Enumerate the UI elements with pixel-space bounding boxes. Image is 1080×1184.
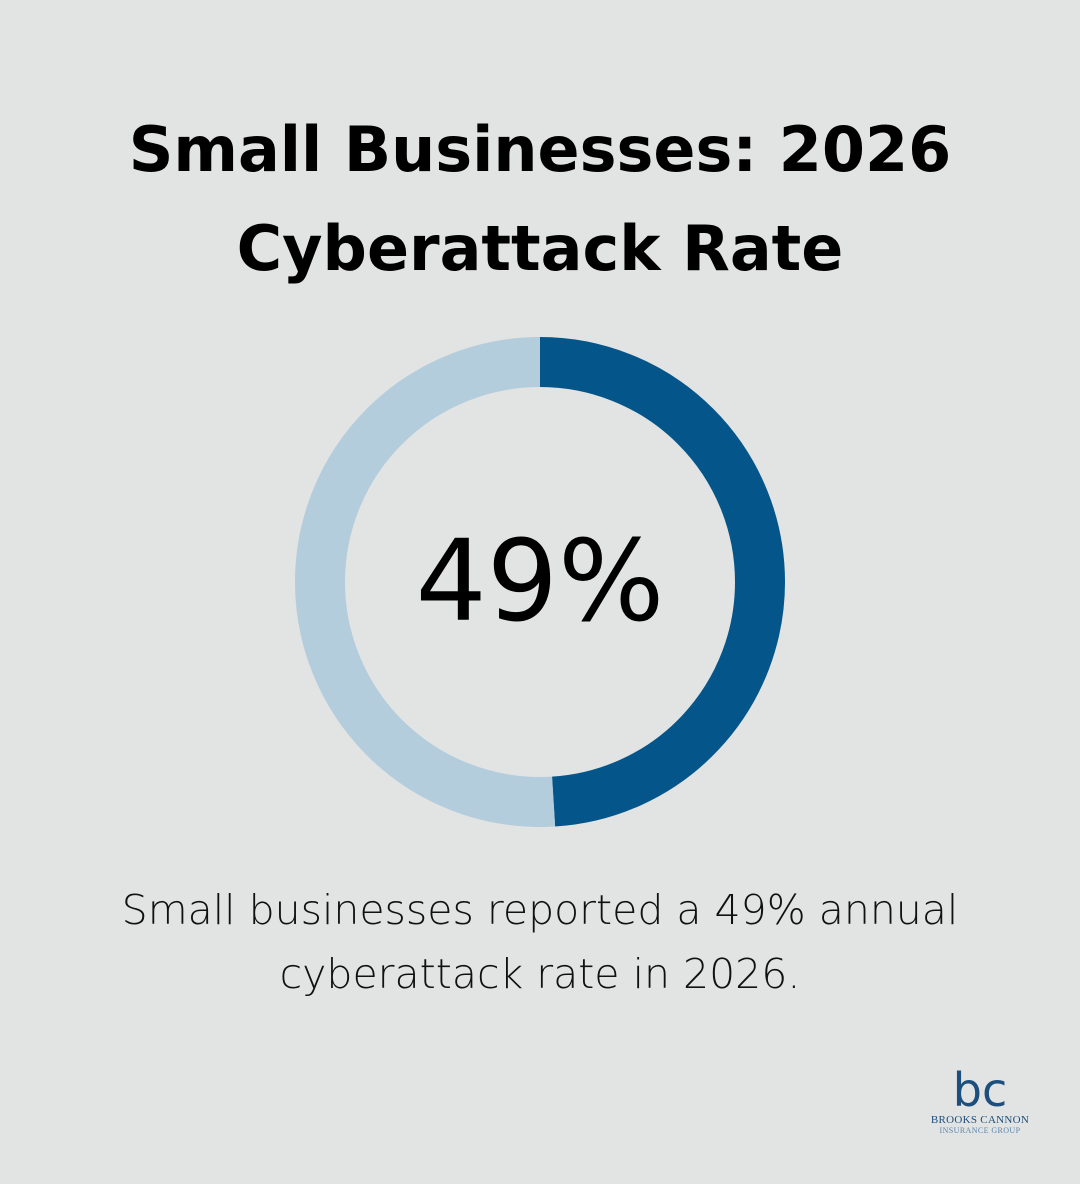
brand-logo: bc BROOKS CANNON INSURANCE GROUP bbox=[922, 1064, 1038, 1144]
donut-slice-2 bbox=[295, 337, 785, 827]
brand-monogram-icon: bc bbox=[953, 1064, 1008, 1112]
donut-center-label: 49% bbox=[416, 517, 665, 647]
chart-title-line-2: Cyberattack Rate bbox=[236, 212, 844, 286]
logo-monogram: bc bbox=[953, 1064, 1008, 1112]
logo-company-sub: INSURANCE GROUP bbox=[939, 1126, 1021, 1135]
caption-line-2: cyberattack rate in 2026. bbox=[279, 950, 801, 998]
chart-caption: Small businesses reported a 49% annual c… bbox=[80, 878, 1000, 1006]
logo-company-name: BROOKS CANNON bbox=[930, 1114, 1030, 1126]
chart-title: Small Businesses: 2026 Cyberattack Rate bbox=[90, 100, 990, 298]
donut-chart: 49% bbox=[295, 337, 785, 827]
caption-line-1: Small businesses reported a 49% annual bbox=[121, 886, 959, 934]
chart-title-line-1: Small Businesses: 2026 bbox=[128, 113, 952, 186]
